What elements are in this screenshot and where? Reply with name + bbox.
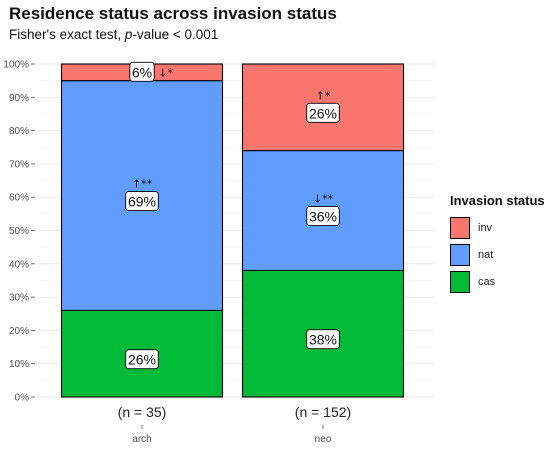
data-label-box [125, 191, 159, 211]
legend-label-inv: inv [478, 221, 493, 234]
n-label-arch: (n = 35) [118, 404, 167, 420]
legend-item-cas: cas [450, 268, 545, 295]
data-label-box [306, 206, 340, 226]
legend-key-inv [450, 216, 470, 239]
y-tick-label: 0% [15, 393, 30, 404]
data-label-box [306, 329, 340, 350]
y-tick-label: 100% [3, 60, 29, 71]
y-tick-label: 50% [9, 226, 29, 237]
chart-subtitle: Fisher's exact test, p-value < 0.001 [9, 27, 218, 42]
data-label-box [129, 61, 155, 82]
x-tick-label-arch: arch [132, 434, 151, 445]
subtitle-prefix: Fisher's exact test, [9, 27, 125, 42]
y-tick-label: 90% [9, 93, 29, 104]
data-label-arch-nat: 69% [128, 194, 156, 210]
y-tick-label: 70% [9, 159, 29, 170]
legend-key-cas [450, 270, 470, 293]
x-tick-label-neo: neo [315, 434, 332, 445]
legend-item-inv: inv [450, 214, 545, 241]
y-tick-label: 10% [9, 359, 29, 370]
legend-label-cas: cas [478, 275, 496, 288]
data-label-arch-cas: 26% [128, 352, 156, 368]
y-tick-label: 30% [9, 293, 29, 304]
significance-mark-arch-inv: ↓* [158, 66, 173, 79]
plot-area: 0% 10% 20% 30% 40% 50% 60% 70% 80% 90% 100% 26% 69% ↑… [3, 60, 434, 445]
n-label-neo: (n = 152) [295, 404, 351, 420]
y-tick-label: 60% [9, 193, 29, 204]
legend-label-nat: nat [478, 248, 494, 261]
data-label-arch-inv: 6% [132, 64, 152, 80]
y-tick-label: 40% [9, 259, 29, 270]
chart-title: Residence status across invasion status [9, 4, 337, 23]
data-label-box [306, 102, 340, 123]
y-tick-label: 80% [9, 126, 29, 137]
legend-item-nat: nat [450, 241, 545, 268]
y-tick-label: 20% [9, 326, 29, 337]
significance-mark-neo-nat: ↓** [313, 193, 334, 206]
legend: Invasion status inv nat cas [450, 193, 545, 295]
legend-key-nat [450, 243, 470, 266]
subtitle-p: p [124, 27, 133, 42]
significance-mark-neo-inv: ↑* [316, 89, 331, 102]
data-label-neo-cas: 38% [309, 332, 337, 348]
significance-mark-arch-nat: ↑** [132, 178, 153, 191]
subtitle-suffix: -value < 0.001 [132, 27, 219, 42]
legend-title: Invasion status [450, 193, 545, 208]
data-label-neo-inv: 26% [309, 105, 337, 121]
data-label-neo-nat: 36% [309, 209, 337, 225]
data-label-box [125, 349, 159, 370]
